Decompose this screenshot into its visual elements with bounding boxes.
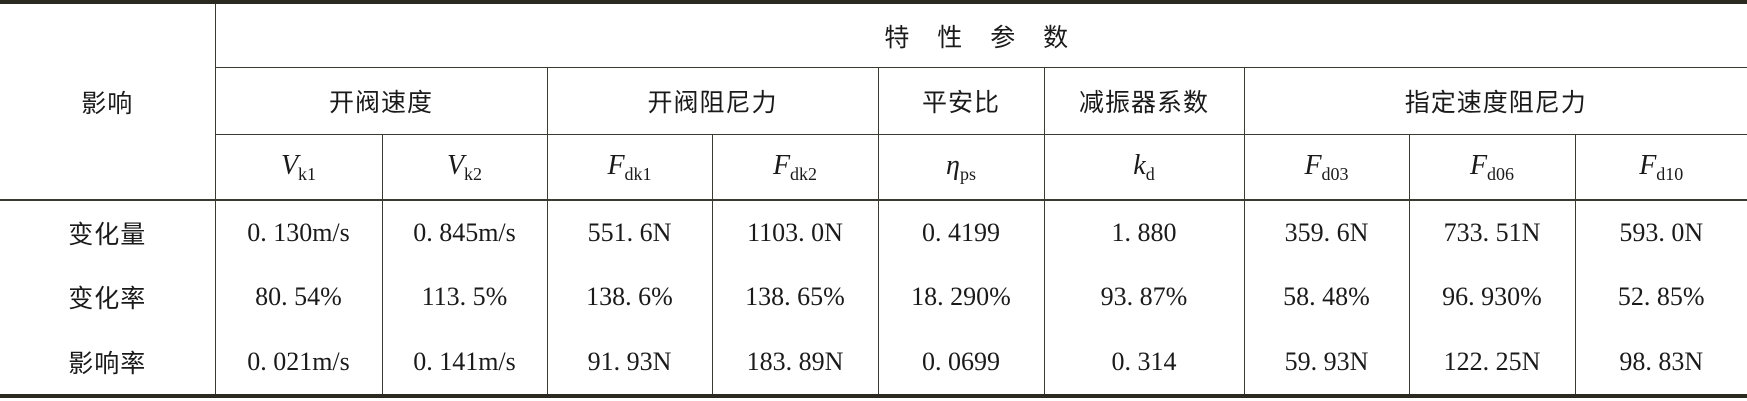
table-cell: 0. 314 — [1043, 329, 1244, 398]
table-cell: 91. 93N — [546, 329, 712, 398]
symbol-main: F — [607, 149, 625, 181]
symbol-subscript: dk2 — [790, 163, 818, 184]
table-cell: 359. 6N — [1243, 200, 1409, 265]
row-label-header: 影响 — [0, 0, 215, 201]
symbol-main: V — [280, 149, 299, 181]
table-cell: 96. 930% — [1408, 265, 1575, 329]
symbol-subscript: ps — [959, 163, 976, 184]
symbol-header: Vk1 — [214, 134, 382, 201]
symbol-header: ηps — [877, 134, 1044, 201]
table-cell: 122. 25N — [1408, 329, 1575, 398]
header-row-2: 开阀速度 开阀阻尼力 平安比 减振器系数 指定速度阻尼力 — [0, 67, 1747, 135]
symbol-header: Vk2 — [381, 134, 547, 201]
symbol-header: Fdk2 — [711, 134, 878, 201]
table-cell: 0. 0699 — [877, 329, 1044, 398]
table-cell: 733. 51N — [1408, 200, 1575, 265]
symbol-main: k — [1133, 149, 1146, 181]
table-cell: 0. 021m/s — [214, 329, 382, 398]
table-cell: 80. 54% — [214, 265, 382, 329]
symbol-header: Fdk1 — [546, 134, 712, 201]
table-row: 变化量 0. 130m/s 0. 845m/s 551. 6N 1103. 0N 0. 4… — [0, 200, 1747, 265]
group-specified-speed-damping-force: 指定速度阻尼力 — [1243, 67, 1747, 135]
group-opening-damping-force: 开阀阻尼力 — [546, 67, 878, 135]
table-cell: 551. 6N — [546, 200, 712, 265]
symbol-main: F — [1304, 149, 1322, 181]
symbol-header: Fd03 — [1243, 134, 1409, 201]
group-damper-coefficient: 减振器系数 — [1043, 67, 1244, 135]
table-cell: 98. 83N — [1574, 329, 1747, 398]
table-cell: 0. 845m/s — [381, 200, 547, 265]
symbol-subscript: dk1 — [624, 163, 652, 184]
table-cell: 1. 880 — [1043, 200, 1244, 265]
table-cell: 0. 4199 — [877, 200, 1044, 265]
table-cell: 59. 93N — [1243, 329, 1409, 398]
symbol-subscript: d10 — [1656, 163, 1684, 184]
table-cell: 18. 290% — [877, 265, 1044, 329]
table-row: 变化率 80. 54% 113. 5% 138. 6% 138. 65% 18. 290%… — [0, 265, 1747, 329]
table-cell: 0. 141m/s — [381, 329, 547, 398]
table-cell: 93. 87% — [1043, 265, 1244, 329]
table-cell: 183. 89N — [711, 329, 878, 398]
row-label: 影响率 — [0, 329, 215, 398]
symbol-subscript: d03 — [1321, 163, 1349, 184]
row-label: 变化量 — [68, 220, 147, 249]
symbol-main: F — [1469, 149, 1488, 181]
symbol-header: Fd10 — [1574, 134, 1747, 201]
symbol-main: F — [772, 149, 791, 181]
table-cell: 593. 0N — [1574, 200, 1747, 265]
symbol-main: V — [446, 149, 465, 181]
header-row-3: Vk1 Vk2 Fdk1 Fdk2 ηps kd Fd03 Fd06 Fd10 — [0, 134, 1747, 201]
table-cell: 113. 5% — [381, 265, 547, 329]
symbol-subscript: k1 — [298, 163, 317, 184]
table-row: 影响率 0. 021m/s 0. 141m/s 91. 93N 183. 89N 0. 0… — [0, 329, 1747, 398]
symbol-main: η — [946, 149, 960, 181]
group-title: 特 性 参 数 — [214, 0, 1747, 68]
symbol-header: Fd06 — [1408, 134, 1575, 201]
row-label: 变化率 — [68, 284, 147, 313]
table-cell: 1103. 0N — [711, 200, 878, 265]
header-row-1: 影响 特 性 参 数 — [0, 0, 1747, 201]
table-cell: 0. 130m/s — [214, 200, 382, 265]
symbol-subscript: d — [1145, 163, 1155, 184]
table-cell: 52. 85% — [1574, 265, 1747, 329]
table-cell: 58. 48% — [1243, 265, 1409, 329]
table-cell: 138. 6% — [546, 265, 712, 329]
symbol-main: F — [1639, 149, 1657, 181]
symbol-header: kd — [1043, 134, 1244, 201]
symbol-subscript: k2 — [464, 163, 483, 184]
table-cell: 138. 65% — [711, 265, 878, 329]
group-opening-speed: 开阀速度 — [214, 67, 547, 135]
group-safety-ratio: 平安比 — [877, 67, 1044, 135]
symbol-subscript: d06 — [1487, 163, 1515, 184]
